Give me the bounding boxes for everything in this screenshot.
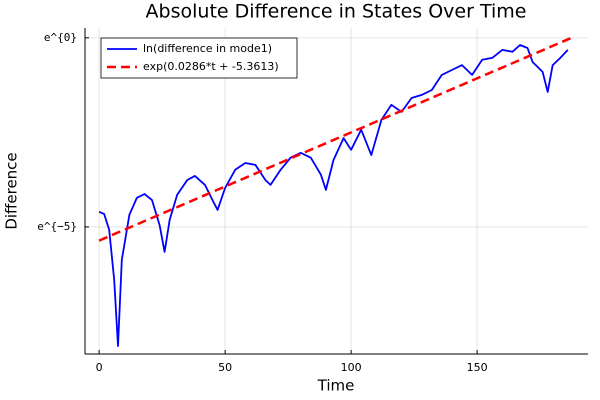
- x-axis-label: Time: [317, 377, 355, 395]
- x-tick-label: 0: [96, 361, 103, 374]
- legend-label: exp(0.0286*t + -5.3613): [143, 60, 279, 73]
- series-line: [98, 37, 571, 242]
- legend-label: ln(difference in mode1): [143, 42, 272, 55]
- x-tick-label: 100: [341, 361, 362, 374]
- y-tick-label: e^{0}: [44, 31, 77, 44]
- y-tick-label: e^{−5}: [37, 220, 77, 233]
- chart-title: Absolute Difference in States Over Time: [146, 1, 527, 23]
- series-line: [98, 44, 569, 347]
- legend-box: [100, 37, 298, 79]
- x-tick-label: 50: [218, 361, 232, 374]
- x-tick-label: 150: [467, 361, 488, 374]
- y-axis-label: Difference: [3, 152, 21, 229]
